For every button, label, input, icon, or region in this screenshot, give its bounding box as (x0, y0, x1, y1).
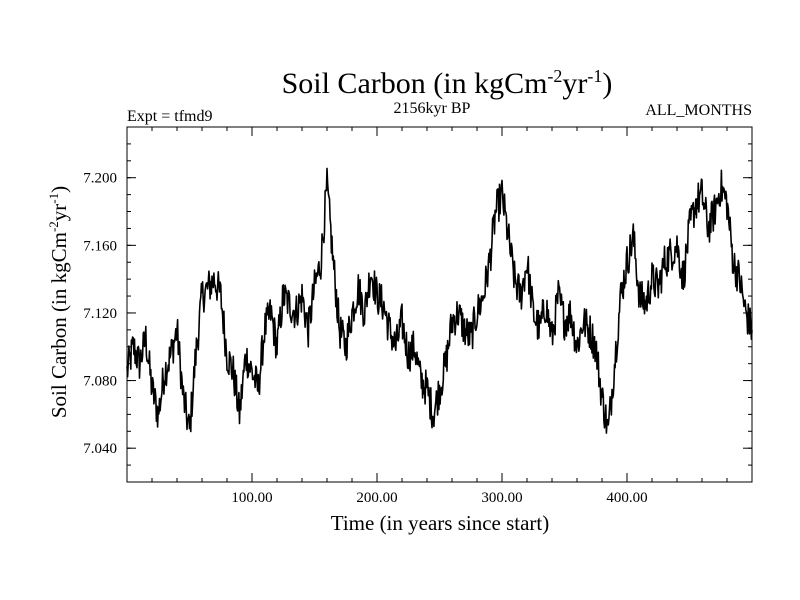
months-label: ALL_MONTHS (645, 102, 752, 119)
plot-area (126, 126, 753, 483)
y-tick-label: 7.200 (83, 171, 117, 187)
y-tick-label: 7.120 (83, 306, 117, 322)
period-label: 2156kyr BP (394, 100, 471, 117)
y-tick-label: 7.160 (83, 238, 117, 254)
y-axis-label: Soil Carbon (in kgCm-2yr-1) (46, 186, 71, 418)
experiment-label: Expt = tfmd9 (127, 108, 212, 125)
y-tick-label: 7.040 (83, 441, 117, 457)
y-tick-label: 7.080 (83, 374, 117, 390)
x-tick-label: 400.00 (606, 490, 647, 506)
x-axis-label: Time (in years since start) (331, 511, 550, 535)
soil-carbon-line (126, 167, 753, 434)
x-tick-label: 100.00 (231, 490, 272, 506)
x-tick-label: 300.00 (481, 490, 522, 506)
series-group (126, 167, 753, 434)
x-tick-label: 200.00 (356, 490, 397, 506)
y-axis: 7.040 7.080 7.120 7.160 7.200 (83, 126, 752, 483)
x-axis: 100.00 200.00 300.00 400.00 (126, 127, 753, 506)
chart-title: Soil Carbon (in kgCm-2yr-1) (282, 66, 613, 100)
